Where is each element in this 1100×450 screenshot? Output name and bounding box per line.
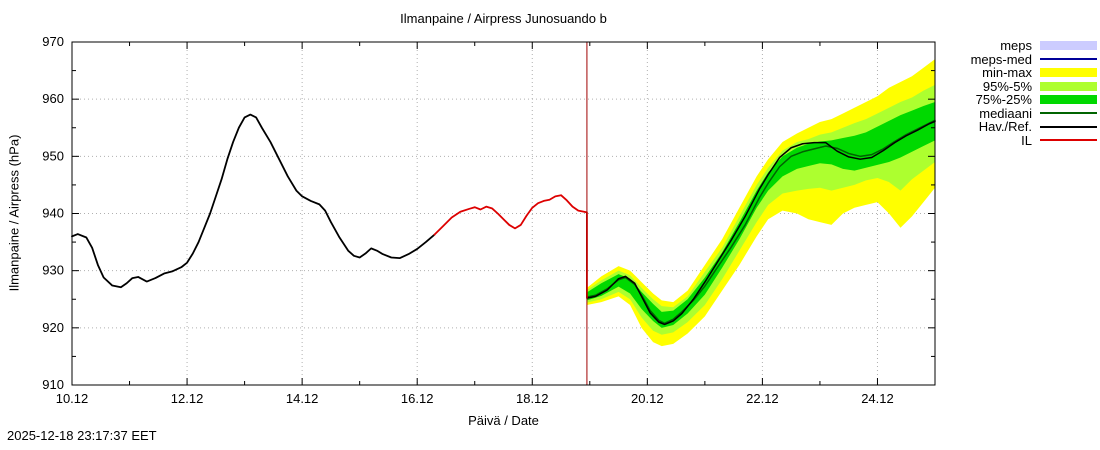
y-tick-label: 930 [42,263,64,278]
legend-label: meps [1000,38,1032,54]
legend-swatch-band [1040,68,1097,78]
legend-item-min-max: min-max [971,65,1097,81]
legend-label: min-max [982,65,1032,81]
x-tick-label: 14.12 [286,391,319,406]
legend-item-75-25: 75%-25% [971,92,1097,108]
y-tick-label: 940 [42,206,64,221]
x-tick-label: 16.12 [401,391,434,406]
legend-label: Hav./Ref. [978,119,1032,135]
legend-swatch-line [1040,125,1097,128]
legend-swatch-band [1040,41,1097,51]
line-hav-ref-observed [71,113,436,289]
legend-item-95-5: 95%-5% [971,78,1097,94]
y-tick-label: 910 [42,377,64,392]
legend-label: IL [1021,132,1032,148]
x-tick-label: 10.12 [56,391,89,406]
y-tick-label: 970 [42,34,64,49]
chart-title: Ilmanpaine / Airpress Junosuando b [400,11,607,26]
legend-label: 75%-25% [975,92,1032,108]
legend-item-meps: meps [971,38,1097,54]
x-tick-label: 22.12 [746,391,779,406]
x-tick-label: 24.12 [861,391,894,406]
legend-swatch-line [1040,112,1097,115]
y-tick-label: 950 [42,148,64,163]
legend-item-il: IL [971,132,1097,148]
legend-label: mediaani [979,105,1032,121]
y-tick-label: 960 [42,91,64,106]
x-tick-label: 18.12 [516,391,549,406]
legend-swatch-band [1040,95,1097,105]
legend-swatch-line [1040,58,1097,61]
band-75-25 [586,102,935,328]
legend-swatch-band [1040,81,1097,91]
x-axis-label: Päivä / Date [468,413,539,428]
legend-item-meps-med: meps-med [970,51,1097,67]
line-il [433,194,588,299]
legend-label: meps-med [970,51,1032,67]
legend-swatch-line [1040,139,1097,142]
legend-item-hav-ref: Hav./Ref. [971,119,1097,135]
generated-timestamp: 2025-12-18 23:17:37 EET [7,428,157,443]
y-tick-label: 920 [42,320,64,335]
line-hav-ref-forecast [586,120,936,326]
legend-item-mediaani: mediaani [971,105,1097,121]
legend-label: 95%-5% [982,78,1032,94]
legend: meps meps-med min-max 95%-5% 75%-25% mediaani… [970,38,1097,148]
x-tick-label: 20.12 [631,391,664,406]
x-tick-label: 12.12 [171,391,204,406]
